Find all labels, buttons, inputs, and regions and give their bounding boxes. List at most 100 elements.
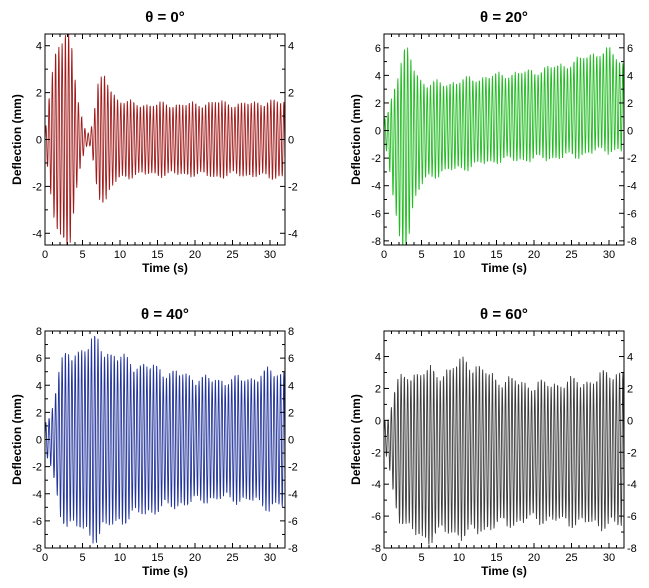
x-tick-label: 20 [189,249,201,261]
y-tick-label-right: 4 [627,352,633,364]
x-tick-label: 15 [151,249,163,261]
chart-title: θ = 0° [145,9,185,26]
x-tick-label: 25 [565,249,577,261]
x-tick-label: 20 [189,552,201,564]
y-tick-label-right: 4 [627,70,633,82]
series-line [45,34,285,245]
y-tick-label-right: -6 [288,516,298,528]
y-tick-label-right: 2 [627,98,633,110]
y-tick-label: -2 [32,181,42,193]
x-axis-label: Time (s) [142,564,188,578]
y-tick-label: -4 [32,489,42,501]
y-tick-label: 0 [36,135,42,147]
x-tick-label: 5 [418,552,424,564]
y-tick-label-right: -4 [627,479,637,491]
x-tick-label: 15 [151,552,163,564]
y-tick-label: 4 [36,380,42,392]
x-tick-label: 10 [453,249,465,261]
series-line [45,335,285,544]
y-tick-label: -8 [371,236,381,248]
y-tick-label-right: 2 [288,88,294,100]
series-line [384,47,624,245]
x-tick-label: 10 [453,552,465,564]
chart-title: θ = 20° [480,9,528,26]
x-tick-label: 30 [264,552,276,564]
y-tick-label: 2 [375,383,381,395]
x-tick-label: 0 [42,552,48,564]
x-tick-label: 0 [42,249,48,261]
y-tick-label-right: -2 [627,153,637,165]
y-tick-label: -8 [32,543,42,555]
y-tick-label-right: 4 [288,41,294,53]
y-tick-label: 2 [36,88,42,100]
y-tick-label-right: -6 [627,208,637,220]
y-axis-label: Deflection (mm) [349,94,363,185]
x-tick-label: 20 [528,249,540,261]
y-tick-label-right: 0 [627,126,633,138]
y-tick-label: -6 [32,516,42,528]
y-tick-label: 2 [375,98,381,110]
x-tick-label: 30 [603,249,615,261]
x-axis-label: Time (s) [142,261,188,275]
y-tick-label-right: -2 [288,181,298,193]
x-tick-label: 15 [490,552,502,564]
y-tick-label: 4 [375,70,381,82]
y-tick-label: -4 [371,181,381,193]
y-tick-label: 6 [375,43,381,55]
y-tick-label-right: -4 [627,181,637,193]
y-axis-label: Deflection (mm) [349,394,363,485]
chart-title: θ = 60° [480,306,528,323]
y-tick-label-right: -8 [288,543,298,555]
x-tick-label: 25 [226,249,238,261]
x-tick-label: 30 [264,249,276,261]
y-tick-label-right: 6 [288,353,294,365]
y-tick-label: 2 [36,407,42,419]
y-tick-label-right: 2 [288,407,294,419]
y-tick-label-right: 6 [627,43,633,55]
y-tick-label-right: -2 [288,462,298,474]
y-tick-label-right: 0 [288,435,294,447]
x-tick-label: 30 [603,552,615,564]
chart-title: θ = 40° [141,306,189,323]
y-tick-label: -2 [371,153,381,165]
x-tick-label: 20 [528,552,540,564]
x-tick-label: 0 [381,249,387,261]
y-tick-label-right: -8 [627,543,637,555]
x-tick-label: 5 [79,552,85,564]
x-tick-label: 5 [79,249,85,261]
y-tick-label: -4 [32,228,42,240]
y-tick-label: -2 [371,447,381,459]
y-tick-label: 0 [375,415,381,427]
y-axis-label: Deflection (mm) [10,94,24,185]
y-tick-label: -6 [371,511,381,523]
y-tick-label-right: -6 [627,511,637,523]
y-tick-label: 4 [375,352,381,364]
y-tick-label-right: 0 [627,415,633,427]
x-axis-label: Time (s) [481,564,527,578]
x-tick-label: 10 [114,249,126,261]
y-tick-label-right: -2 [627,447,637,459]
y-tick-label-right: 0 [288,135,294,147]
y-tick-label: 8 [36,326,42,338]
x-tick-label: 15 [490,249,502,261]
y-tick-label: -4 [371,479,381,491]
y-tick-label: 0 [36,435,42,447]
y-tick-label: -6 [371,208,381,220]
y-tick-label: -2 [32,462,42,474]
y-tick-label-right: -4 [288,228,298,240]
y-tick-label-right: 8 [288,326,294,338]
y-tick-label-right: 4 [288,380,294,392]
x-tick-label: 10 [114,552,126,564]
x-tick-label: 5 [418,249,424,261]
x-axis-label: Time (s) [481,261,527,275]
x-tick-label: 0 [381,552,387,564]
series-line [384,356,624,545]
x-tick-label: 25 [565,552,577,564]
y-tick-label-right: 2 [627,383,633,395]
y-tick-label: 0 [375,126,381,138]
y-tick-label: 6 [36,353,42,365]
x-tick-label: 25 [226,552,238,564]
